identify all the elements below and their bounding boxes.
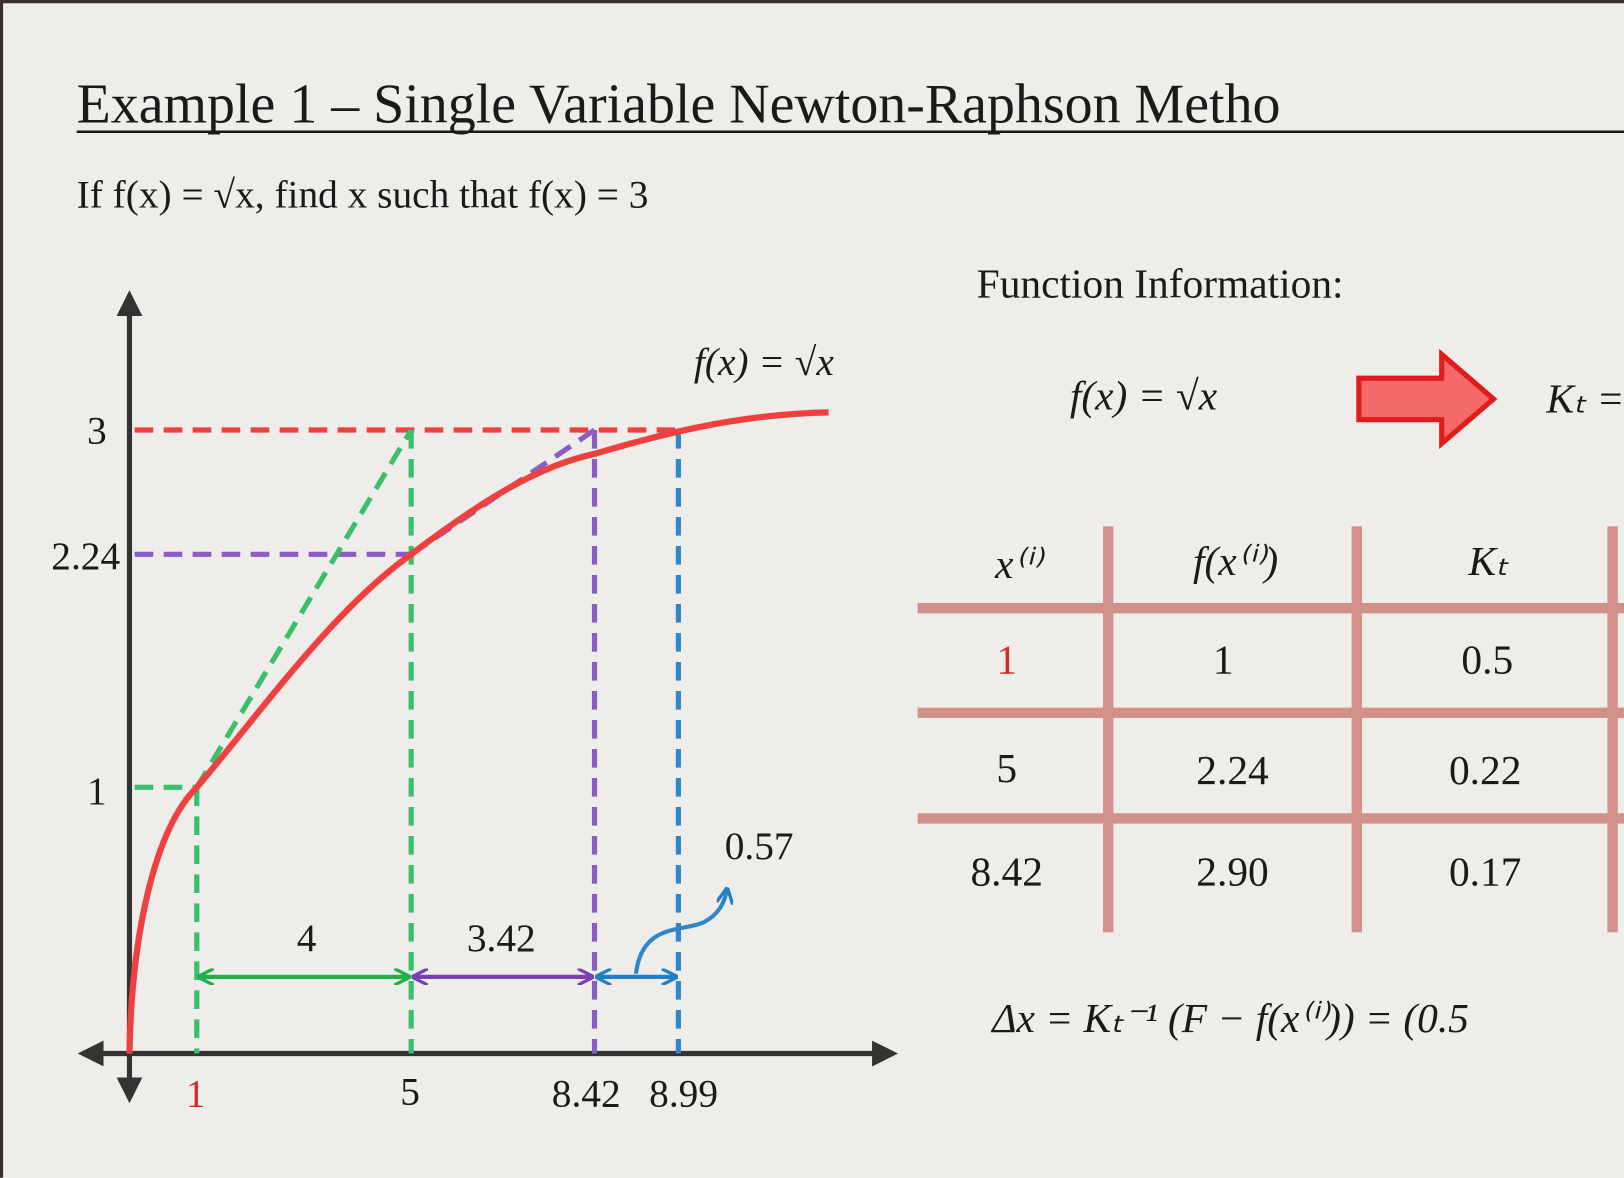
step-label: 3.42 (467, 916, 536, 960)
table-cell: 5 (996, 745, 1017, 791)
table: x⁽ⁱ⁾ f(x⁽ⁱ⁾) Kₜ 1 1 0.5 5 2.24 0.22 8.42… (970, 538, 1521, 895)
callout-arrow (633, 889, 727, 975)
title: Example 1 – Single Variable Newton-Raphs… (77, 73, 1281, 135)
table-cell: 8.42 (970, 849, 1042, 895)
table-cell: 2.90 (1196, 849, 1268, 895)
x-label: 1 (186, 1071, 206, 1115)
graph-labels: f(x) = √x 3 2.24 1 1 5 8.42 8.99 4 3.42 … (51, 340, 834, 1115)
x-label: 5 (400, 1069, 420, 1113)
table-header: x⁽ⁱ⁾ (994, 541, 1045, 587)
curve-label: f(x) = √x (694, 340, 834, 384)
y-label: 2.24 (51, 534, 120, 578)
kt-label: Kₜ = (1545, 375, 1624, 421)
step-label: 4 (297, 916, 317, 960)
x-label: 8.42 (552, 1071, 621, 1115)
info-function: f(x) = √x (1070, 372, 1218, 419)
arrow-icon (1356, 348, 1498, 450)
table-header: f(x⁽ⁱ⁾) (1193, 538, 1278, 585)
table-cell: 0.17 (1449, 849, 1521, 895)
table-header: Kₜ (1467, 538, 1509, 584)
table-grid (917, 526, 1624, 933)
y-label: 3 (87, 408, 107, 452)
table-cell: 2.24 (1196, 747, 1269, 793)
problem: If f(x) = √x, find x such that f(x) = 3 (77, 172, 649, 216)
table-cell: 0.22 (1449, 747, 1521, 793)
x-label: 8.99 (649, 1071, 718, 1115)
graph (77, 290, 898, 1104)
y-label: 1 (87, 769, 107, 813)
info-heading: Function Information: (977, 260, 1344, 306)
curve (126, 409, 829, 1054)
table-cell: 0.5 (1461, 636, 1513, 682)
table-cell: 1 (996, 636, 1017, 682)
equation: Δx = Kₜ⁻¹ (F − f(x⁽ⁱ⁾)) = (0.5 (990, 995, 1469, 1042)
step-label: 0.57 (725, 824, 794, 868)
table-cell: 1 (1213, 636, 1234, 682)
tangent (194, 428, 414, 789)
